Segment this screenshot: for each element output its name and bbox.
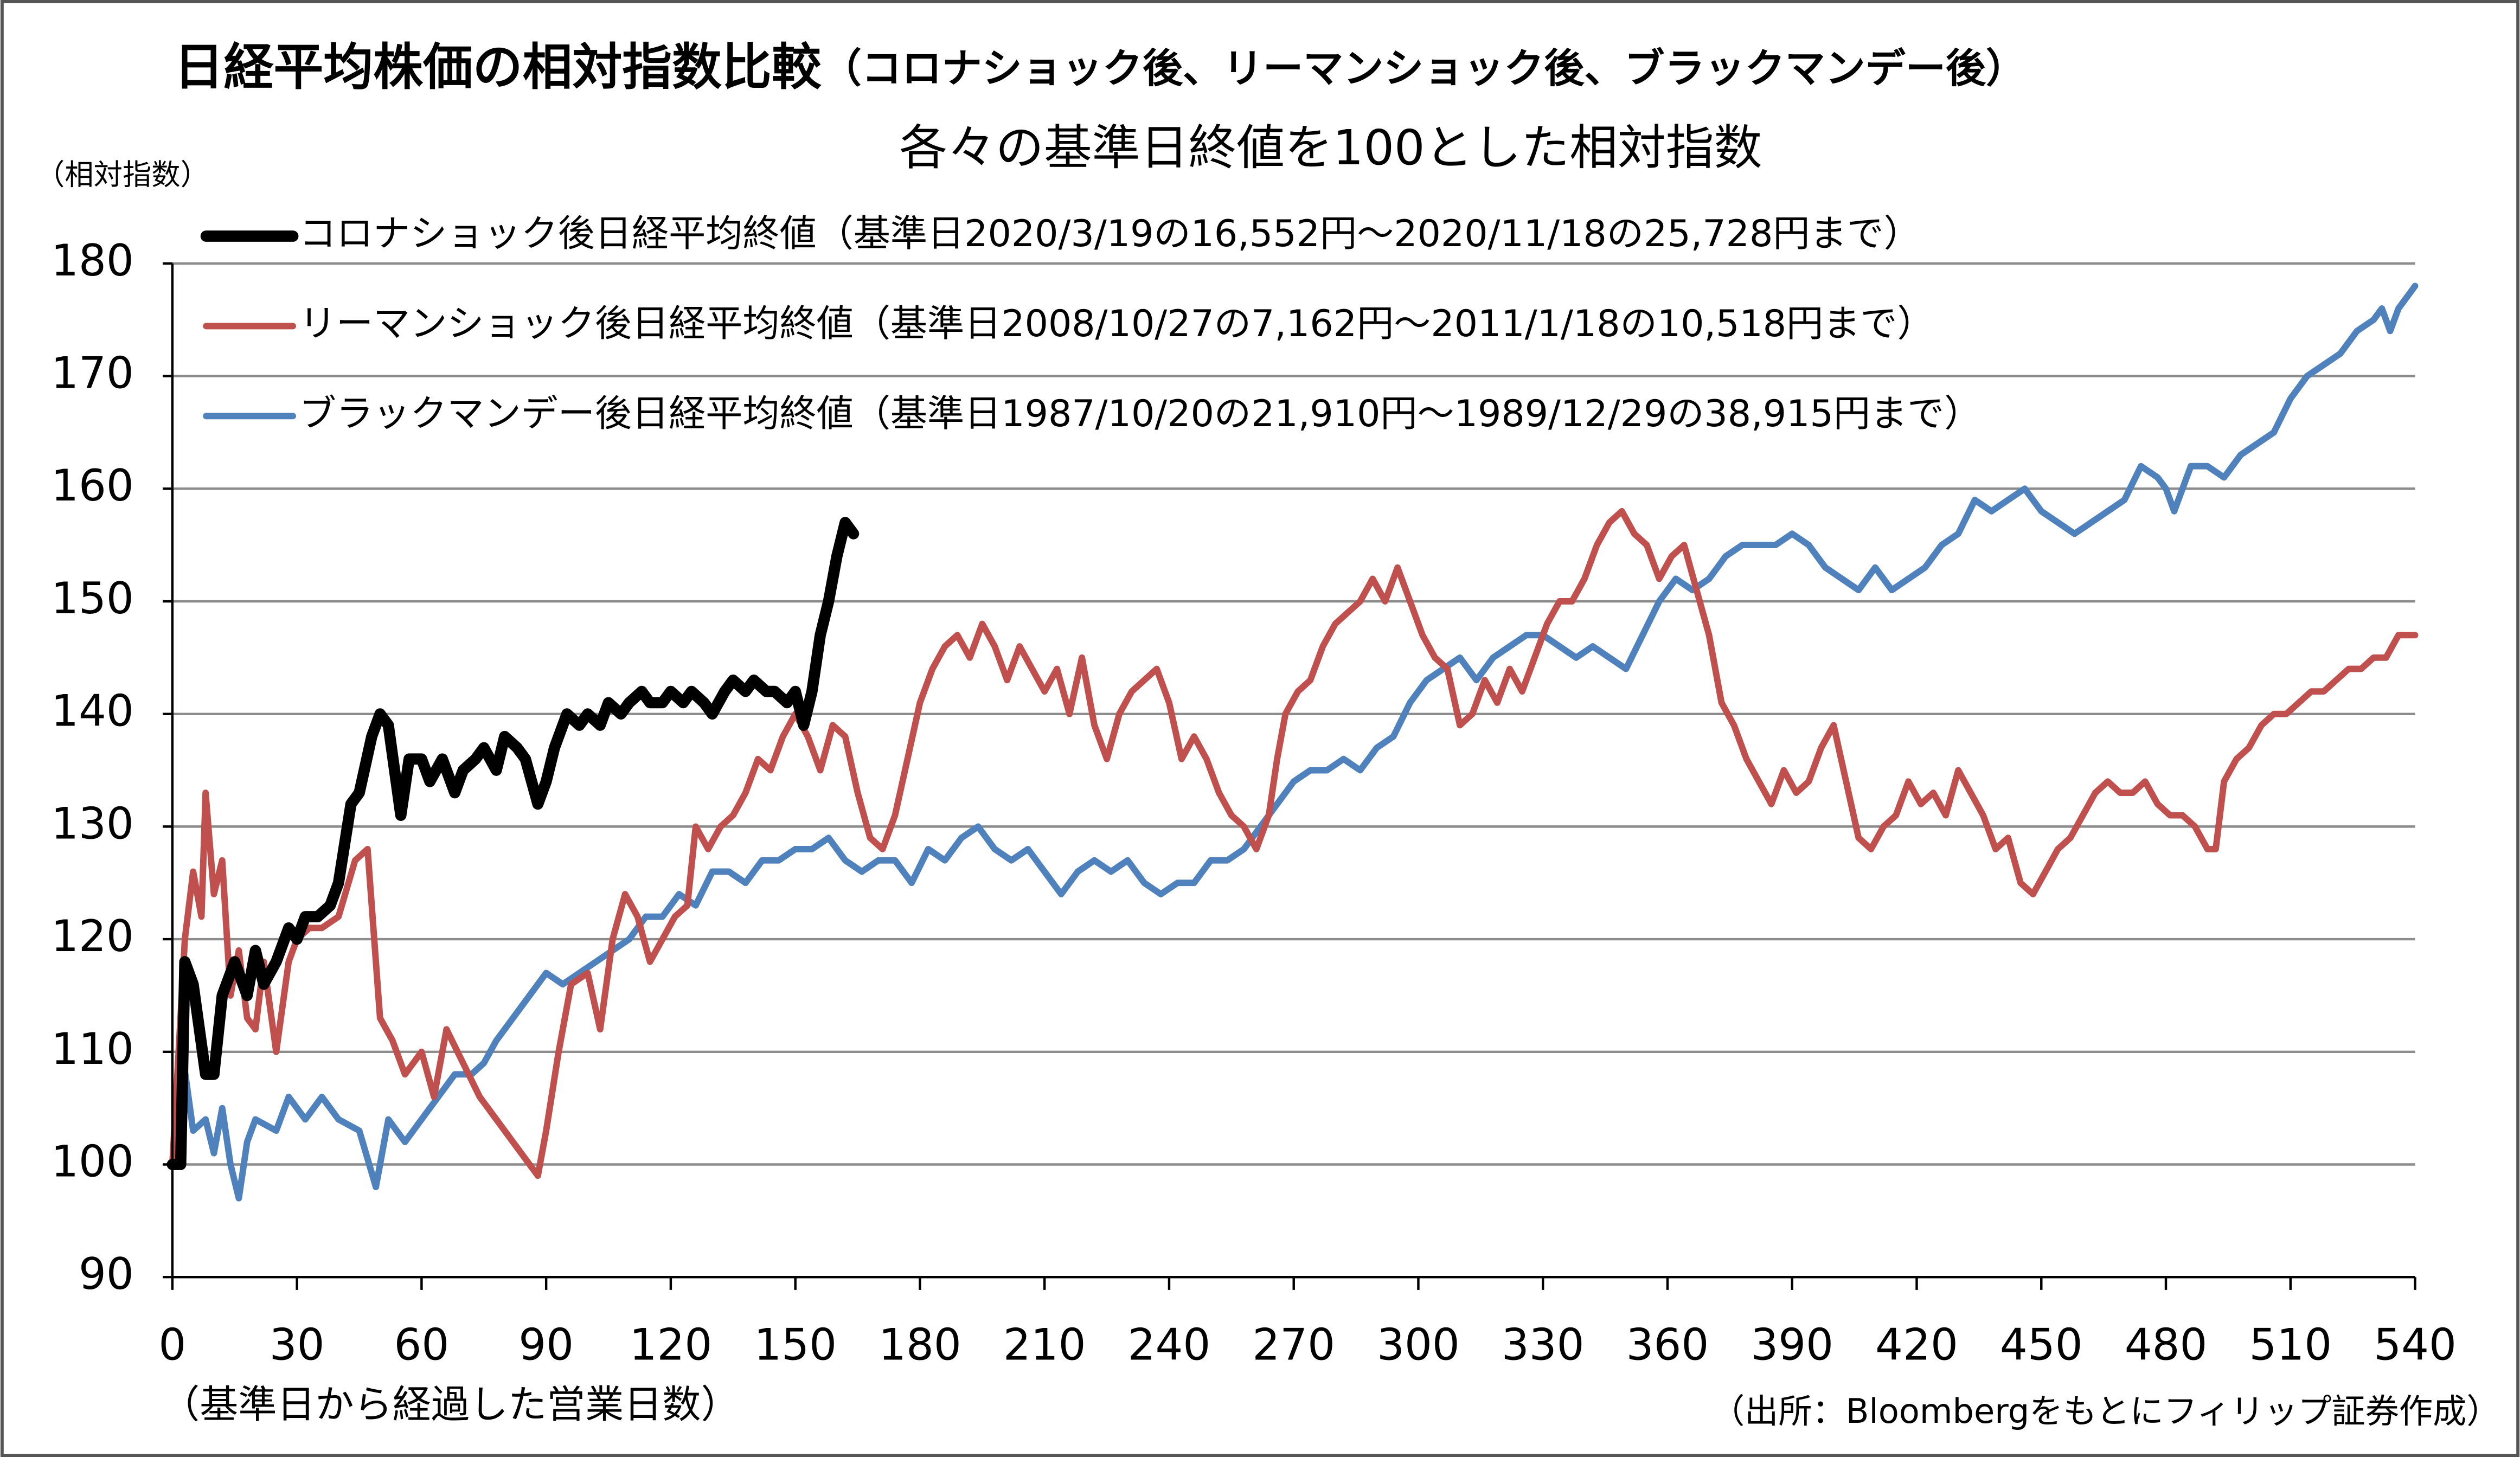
chart-subtitle: 各々の基準日終値を100とした相対指数	[899, 120, 1762, 176]
y-tick-label: 140	[51, 686, 134, 736]
x-tick-label: 180	[879, 1320, 961, 1370]
x-tick-label: 120	[630, 1320, 713, 1370]
series-line	[169, 508, 2419, 1179]
y-tick-label: 110	[51, 1024, 134, 1074]
x-axis-label: （基準日から経過した営業日数）	[161, 1382, 739, 1427]
y-tick-label: 130	[51, 798, 134, 849]
x-tick-label: 480	[2125, 1320, 2208, 1370]
y-tick-label: 170	[51, 348, 134, 399]
x-tick-label: 150	[754, 1320, 837, 1370]
y-tick-label: 150	[51, 573, 134, 624]
plot-lines	[166, 283, 2419, 1202]
y-tick-label: 180	[51, 235, 134, 286]
series-line	[169, 283, 2419, 1202]
x-tick-label: 420	[1875, 1320, 1958, 1370]
x-tick-label: 210	[1003, 1320, 1086, 1370]
series-line	[166, 517, 860, 1170]
axes: 90 100 110 120 130 140 150 160 170 180 0 30 60 90 120 1…	[51, 235, 2457, 1370]
x-tick-label: 0	[158, 1320, 186, 1370]
x-tick-label: 60	[394, 1320, 450, 1370]
y-tick-label: 120	[51, 911, 134, 961]
x-tick-label: 30	[270, 1320, 325, 1370]
y-axis-label: （相対指数）	[36, 158, 209, 192]
y-tick-label: 160	[51, 460, 134, 511]
title-main: 日経平均株価の相対指数比較	[174, 38, 822, 97]
y-tick-label: 100	[51, 1136, 134, 1186]
x-tick-label: 510	[2249, 1320, 2332, 1370]
legend: コロナショック後日経平均終値（基準日2020/3/19の16,552円～2020…	[200, 213, 1981, 435]
y-tick-label: 90	[79, 1249, 134, 1299]
legend-label: コロナショック後日経平均終値（基準日2020/3/19の16,552円～2020…	[299, 213, 1921, 255]
x-tick-label: 540	[2374, 1320, 2457, 1370]
x-tick-label: 330	[1502, 1320, 1585, 1370]
legend-label: ブラックマンデー後日経平均終値（基準日1987/10/20の21,910円～19…	[299, 393, 1981, 435]
x-tick-label: 300	[1377, 1320, 1460, 1370]
x-tick-label: 360	[1626, 1320, 1709, 1370]
chart-title: 日経平均株価の相対指数比較（コロナショック後、リーマンショック後、ブラックマンデ…	[174, 38, 2026, 97]
x-tick-label: 90	[518, 1320, 574, 1370]
x-tick-label: 270	[1252, 1320, 1335, 1370]
legend-label: リーマンショック後日経平均終値（基準日2008/10/27の7,162円～201…	[299, 303, 1934, 345]
x-tick-label: 240	[1128, 1320, 1211, 1370]
x-tick-label: 390	[1750, 1320, 1833, 1370]
x-tick-label: 450	[2000, 1320, 2083, 1370]
title-paren: （コロナショック後、リーマンショック後、ブラックマンデー後）	[822, 45, 2026, 92]
source-note: （出所：Bloombergをもとにフィリップ証券作成）	[1711, 1391, 2500, 1431]
